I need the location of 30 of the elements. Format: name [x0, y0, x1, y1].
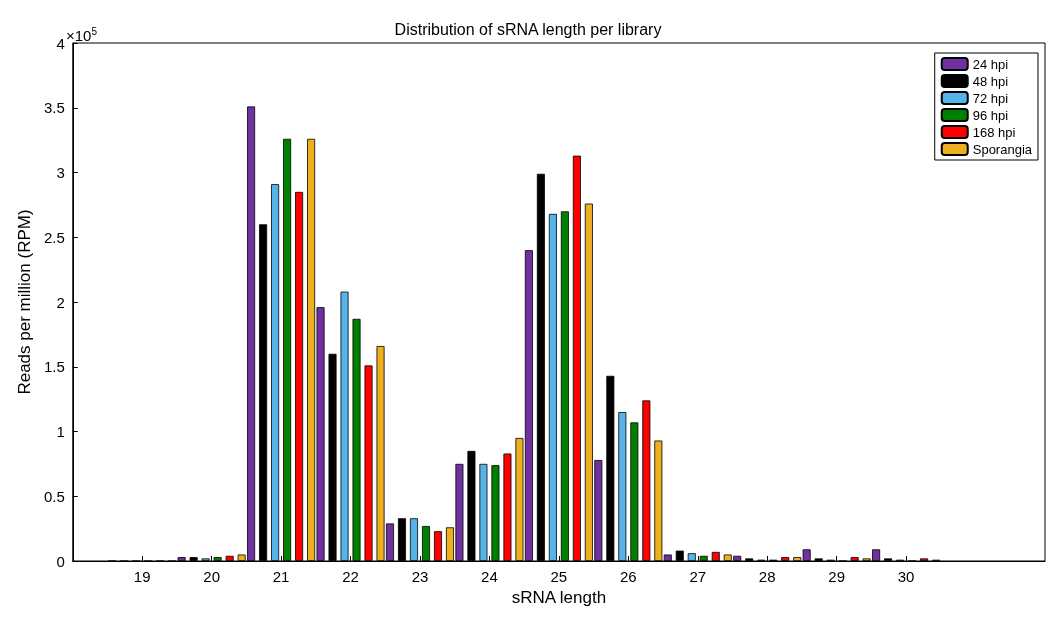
x-tick-label: 24 — [481, 568, 498, 585]
legend-label: 72 hpi — [972, 90, 1009, 106]
x-tick-label: 26 — [619, 568, 637, 585]
y-tick-label: 1.5 — [43, 358, 65, 376]
legend-label: 168 hpi — [972, 124, 1016, 140]
y-tick-label: 0 — [56, 552, 65, 570]
legend-label: 48 hpi — [972, 73, 1009, 89]
y-tick-label: 3 — [56, 164, 65, 181]
x-tick-label: 30 — [897, 568, 915, 585]
x-tick-label: 28 — [758, 568, 776, 585]
x-tick-label: 21 — [272, 568, 290, 585]
y-tick-label: 2.5 — [43, 228, 65, 246]
x-axis-title: sRNA length — [511, 587, 607, 607]
y-tick-label: 4 — [56, 34, 65, 52]
chart-title: Distribution of sRNA length per library — [394, 20, 662, 38]
x-tick-label: 20 — [203, 568, 220, 585]
y-tick-label: 3.5 — [43, 99, 65, 117]
x-tick-label: 27 — [689, 568, 707, 585]
legend-label: 96 hpi — [972, 107, 1009, 123]
x-tick-label: 23 — [411, 568, 429, 585]
y-tick-label: 1 — [56, 423, 65, 440]
y-axis-title: Reads per million (RPM) — [15, 209, 34, 395]
y-tick-label: 2 — [56, 293, 65, 311]
x-tick-label: 19 — [133, 568, 151, 585]
x-tick-label: 29 — [828, 568, 845, 585]
legend-label: Sporangia — [972, 141, 1033, 157]
x-tick-label: 22 — [342, 568, 359, 585]
y-tick-label: 0.5 — [43, 487, 65, 505]
x-tick-label: 25 — [550, 568, 568, 585]
legend-label: 24 hpi — [972, 56, 1009, 72]
